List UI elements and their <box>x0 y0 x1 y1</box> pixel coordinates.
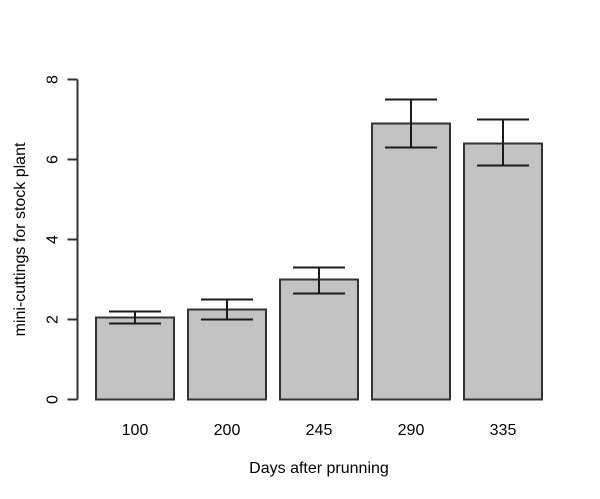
bar <box>187 308 267 401</box>
x-axis-tick-label: 335 <box>490 422 517 439</box>
y-axis-tick-label: 4 <box>45 235 62 244</box>
bar <box>95 316 175 401</box>
y-axis-tick-label: 0 <box>45 395 62 404</box>
y-axis-tick-label: 6 <box>45 155 62 164</box>
x-axis-tick-label: 245 <box>306 422 333 439</box>
y-axis-tick-label: 8 <box>45 75 62 84</box>
x-axis-tick-label: 100 <box>122 422 149 439</box>
bar <box>463 142 543 401</box>
x-axis-tick-label: 290 <box>398 422 425 439</box>
y-axis-title: mini-cuttings for stock plant <box>12 142 29 336</box>
bar <box>279 278 359 401</box>
y-axis-tick-label: 2 <box>45 315 62 324</box>
bar <box>371 122 451 401</box>
x-axis-tick-label: 200 <box>214 422 241 439</box>
x-axis-title: Days after prunning <box>249 460 389 477</box>
